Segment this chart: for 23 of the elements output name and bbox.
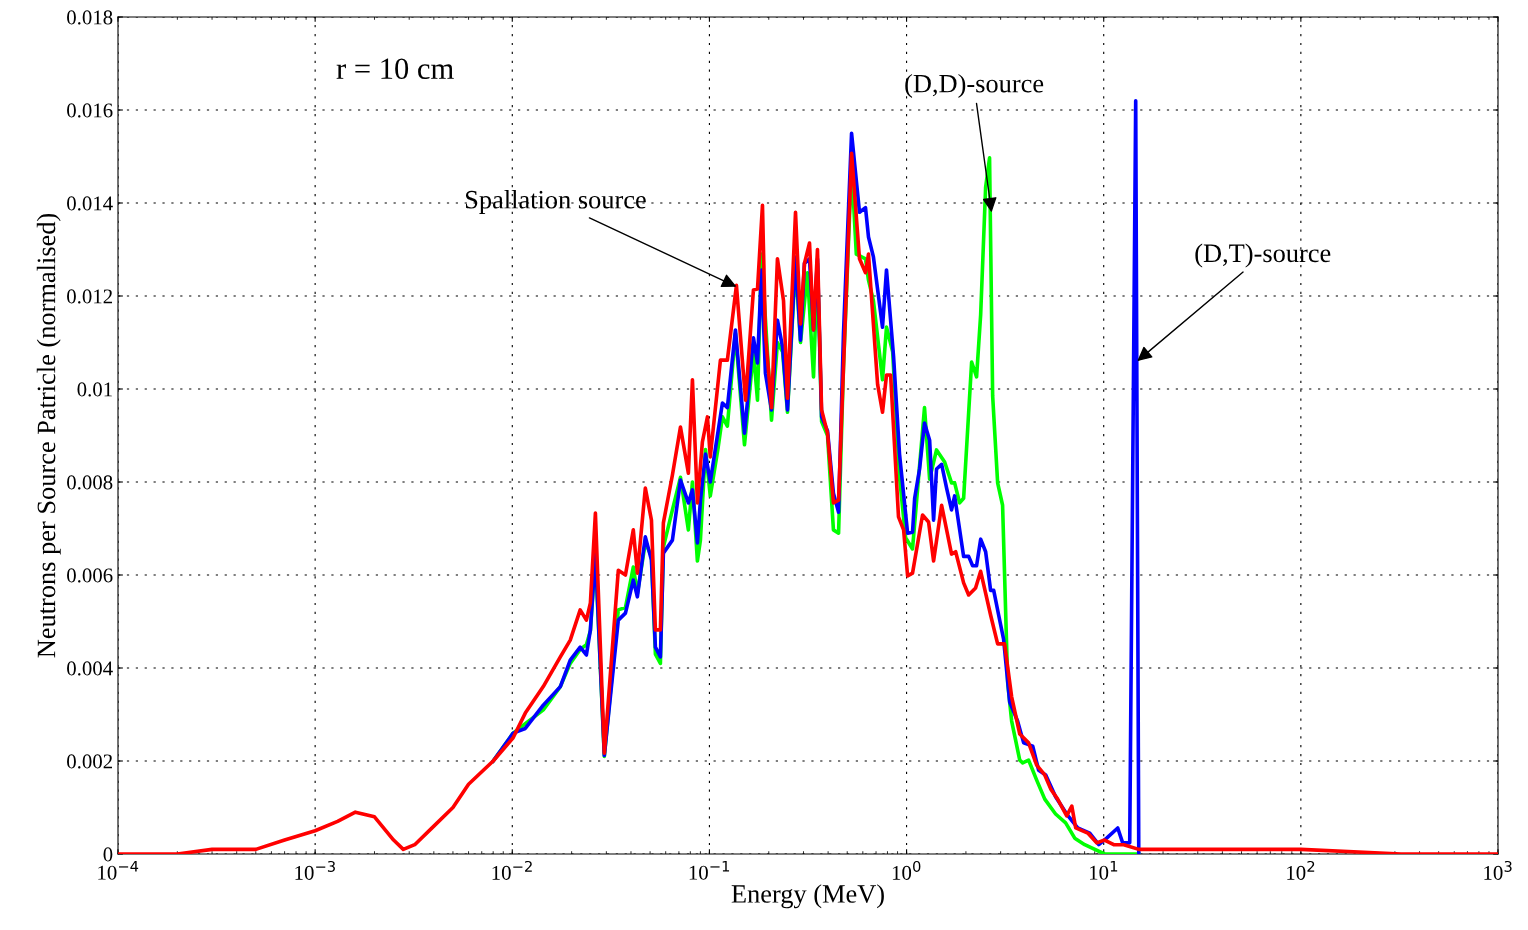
y-tick-label: 0.01: [77, 382, 112, 397]
y-tick-label: 0.018: [67, 10, 113, 25]
x-tick-label: 10$^{2}$: [1287, 860, 1315, 880]
y-tick-label: 0.016: [67, 103, 113, 118]
annotation: Spallation source: [465, 190, 646, 214]
y-tick-label: 0.006: [67, 568, 113, 583]
annotation: (D,T)-source: [1195, 243, 1331, 268]
annotation: r = 10 cm: [336, 58, 454, 80]
y-tick-label: 0: [103, 847, 113, 862]
x-tick-label: 10$^{−2}$: [492, 860, 532, 880]
x-tick-label: 10$^{0}$: [892, 860, 921, 880]
y-tick-label: 0.012: [67, 289, 112, 304]
x-tick-label: 10$^{1}$: [1090, 860, 1118, 880]
y-tick-label: 0.014: [67, 196, 113, 211]
x-tick-label: 10$^{3}$: [1484, 860, 1512, 880]
x-tick-label: 10$^{−1}$: [689, 860, 730, 880]
y-tick-label: 0.008: [67, 475, 113, 490]
y-tick-label: 0.004: [67, 661, 113, 676]
x-axis-title: Energy (MeV): [731, 884, 884, 909]
x-tick-label: 10$^{−3}$: [295, 860, 335, 880]
annotation: (D,D)-source: [905, 73, 1044, 98]
y-tick-label: 0.002: [67, 754, 112, 769]
y-axis-title: Neutrons per Source Patricle (normalised): [36, 213, 61, 658]
